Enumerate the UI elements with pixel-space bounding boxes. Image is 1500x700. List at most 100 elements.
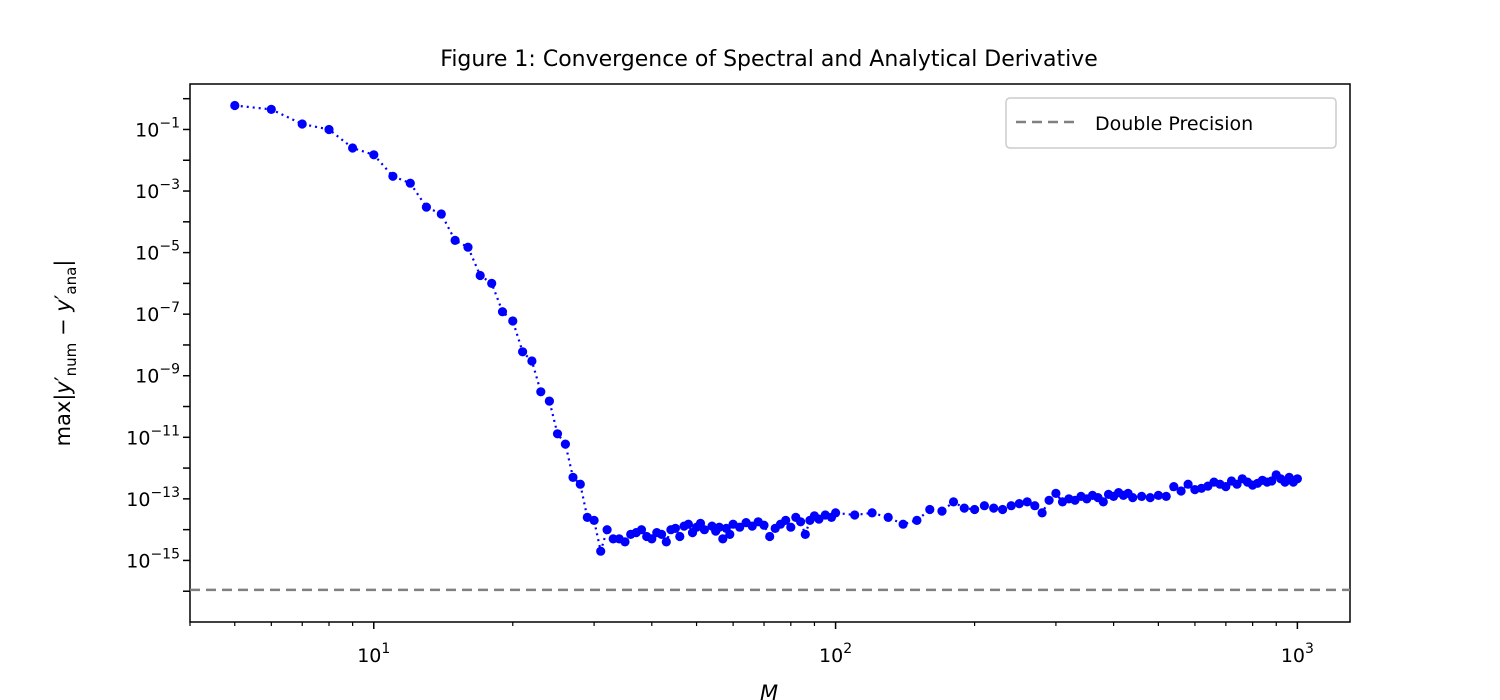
data-point bbox=[324, 124, 334, 135]
data-point bbox=[575, 479, 585, 489]
data-point bbox=[1037, 508, 1047, 518]
data-point bbox=[661, 537, 671, 547]
data-point bbox=[989, 503, 999, 513]
data-point bbox=[1176, 486, 1186, 496]
data-point bbox=[348, 143, 358, 153]
x-tick-label: 101 bbox=[357, 641, 390, 667]
data-point bbox=[699, 525, 710, 535]
data-point bbox=[297, 119, 307, 129]
data-point bbox=[436, 209, 446, 219]
data-point bbox=[536, 387, 546, 397]
data-point bbox=[883, 512, 893, 523]
data-point bbox=[1161, 491, 1171, 501]
data-point bbox=[475, 270, 485, 281]
data-point bbox=[1044, 495, 1054, 505]
data-point bbox=[786, 522, 796, 532]
data-point bbox=[850, 510, 860, 520]
data-point bbox=[781, 515, 791, 526]
data-point bbox=[589, 515, 599, 526]
data-point bbox=[759, 520, 769, 530]
data-point bbox=[800, 529, 810, 540]
data-point bbox=[369, 150, 379, 160]
y-tick-label: 10−13 bbox=[126, 485, 180, 511]
data-point bbox=[867, 508, 877, 518]
data-point bbox=[765, 531, 775, 542]
data-point bbox=[266, 104, 276, 114]
data-point bbox=[388, 171, 398, 181]
data-point bbox=[912, 515, 922, 526]
data-point bbox=[937, 506, 947, 516]
data-point bbox=[596, 546, 606, 556]
legend-entry-double-precision: Double Precision bbox=[1095, 113, 1253, 135]
data-point bbox=[675, 531, 685, 542]
data-point bbox=[518, 347, 528, 357]
data-point bbox=[1169, 482, 1179, 492]
data-point bbox=[497, 307, 508, 317]
data-point bbox=[487, 278, 497, 288]
y-tick-label: 10−11 bbox=[126, 423, 180, 449]
y-axis-label: max|y′num − y′ana| bbox=[51, 260, 80, 447]
x-tick-label: 103 bbox=[1281, 641, 1314, 667]
data-point bbox=[527, 356, 537, 366]
data-point bbox=[979, 501, 990, 511]
x-tick-label: 102 bbox=[819, 641, 852, 667]
data-point bbox=[602, 525, 612, 535]
y-tick-label: 10−5 bbox=[135, 239, 180, 265]
data-point bbox=[725, 529, 735, 540]
data-point bbox=[560, 439, 571, 449]
legend: Double Precision bbox=[1005, 97, 1337, 149]
data-point bbox=[970, 504, 980, 515]
data-point bbox=[1030, 501, 1040, 511]
data-point bbox=[959, 503, 969, 513]
data-point bbox=[1014, 499, 1024, 509]
data-point bbox=[1292, 474, 1302, 484]
data-point bbox=[1153, 490, 1163, 500]
y-tick-label: 10−1 bbox=[135, 115, 180, 141]
data-point bbox=[735, 522, 745, 532]
data-point bbox=[998, 504, 1008, 515]
data-point bbox=[925, 504, 935, 515]
data-point bbox=[831, 508, 841, 518]
data-point bbox=[670, 523, 681, 534]
data-point bbox=[683, 519, 694, 529]
data-point bbox=[718, 534, 728, 544]
data-point bbox=[508, 316, 518, 326]
data-point bbox=[898, 519, 908, 529]
data-point bbox=[230, 100, 240, 111]
data-point bbox=[796, 517, 806, 527]
y-axis-ticks: 10−1 10−3 10−5 10−7 10−9 10−11 10−13 10−15 bbox=[126, 97, 190, 592]
data-point bbox=[636, 525, 647, 535]
y-tick-label: 10−15 bbox=[126, 546, 180, 572]
y-tick-label: 10−9 bbox=[135, 362, 180, 388]
x-axis-label: M bbox=[760, 681, 778, 700]
data-point bbox=[1145, 493, 1155, 503]
data-point bbox=[463, 242, 473, 252]
data-point bbox=[657, 529, 667, 540]
x-axis-ticks: 101 102 103 bbox=[189, 622, 1314, 667]
data-point bbox=[1137, 491, 1147, 501]
data-point bbox=[1098, 497, 1108, 507]
data-point bbox=[647, 534, 657, 544]
chart-title: Figure 1: Convergence of Spectral and An… bbox=[440, 47, 1097, 72]
data-point bbox=[421, 202, 431, 212]
y-tick-label: 10−7 bbox=[135, 300, 180, 326]
data-point bbox=[1221, 482, 1231, 492]
data-point bbox=[544, 396, 555, 406]
data-point bbox=[568, 472, 578, 482]
data-point bbox=[450, 235, 460, 245]
data-point bbox=[620, 537, 630, 547]
data-point bbox=[714, 522, 724, 532]
data-point bbox=[1022, 497, 1032, 507]
data-point bbox=[552, 429, 563, 439]
series-0-line bbox=[234, 104, 1299, 552]
y-tick-label: 10−3 bbox=[135, 177, 180, 203]
data-point bbox=[1051, 488, 1061, 498]
series-points bbox=[230, 100, 1302, 556]
data-point bbox=[1006, 501, 1016, 511]
legend-box bbox=[1005, 97, 1337, 149]
data-point bbox=[948, 497, 959, 507]
data-point bbox=[1128, 493, 1138, 503]
data-point bbox=[1183, 479, 1193, 489]
data-point bbox=[405, 178, 415, 188]
